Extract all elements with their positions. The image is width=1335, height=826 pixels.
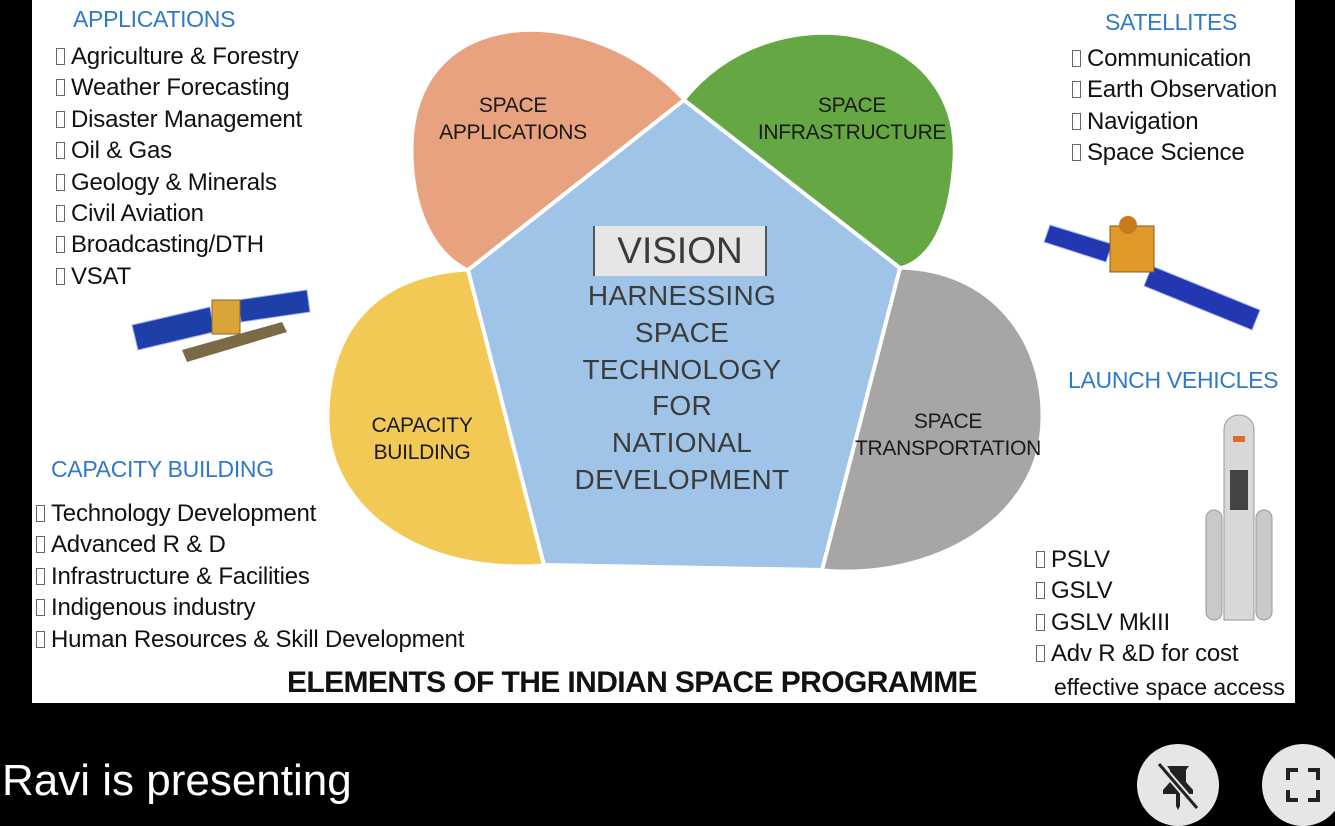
bullet-icon — [56, 48, 65, 65]
bullet-icon — [36, 567, 45, 585]
fullscreen-button[interactable] — [1262, 744, 1335, 826]
bullet-icon — [36, 505, 45, 522]
list-item: PSLV — [1036, 544, 1238, 575]
space-transportation-petal — [820, 266, 1044, 573]
satellite-illustration-left — [131, 289, 311, 362]
vision-diagram — [131, 28, 1273, 621]
list-item: Indigenous industry — [36, 592, 464, 623]
bullet-icon — [36, 630, 45, 648]
fullscreen-icon — [1286, 768, 1320, 802]
slide-title: ELEMENTS OF THE INDIAN SPACE PROGRAMME — [287, 666, 978, 699]
bullet-icon — [56, 236, 65, 254]
capacity-building-label: CAPACITY BUILDING — [371, 414, 473, 464]
launch-vehicles-list: PSLV GSLV GSLV MkIII Adv R &D for cost — [1036, 544, 1239, 670]
vision-statement: HARNESSING SPACE TECHNOLOGY FOR NATIONAL… — [574, 280, 790, 495]
presenter-status: Ravi is presenting — [2, 756, 352, 805]
bullet-icon — [1072, 50, 1081, 67]
list-item: Agriculture & Forestry — [56, 41, 302, 72]
bullet-icon — [56, 110, 65, 128]
launch-vehicles-continuation: effective space access — [1054, 674, 1285, 700]
list-item: Human Resources & Skill Development — [36, 624, 464, 655]
capacity-building-heading: CAPACITY BUILDING — [51, 456, 274, 482]
list-item: Civil Aviation — [56, 198, 302, 229]
list-item: Technology Development — [36, 498, 464, 529]
bullet-icon — [56, 79, 65, 97]
satellites-list: Communication Earth Observation Navigati… — [1072, 43, 1277, 169]
bullet-icon — [36, 599, 45, 617]
list-item: Communication — [1072, 43, 1277, 74]
unpin-button[interactable] — [1137, 744, 1219, 826]
list-item: Weather Forecasting — [56, 72, 302, 103]
list-item: Broadcasting/DTH — [56, 229, 302, 260]
bullet-icon — [1072, 112, 1081, 130]
bullet-icon — [1036, 551, 1045, 568]
vision-pentagon — [465, 97, 903, 573]
list-item: Disaster Management — [56, 104, 302, 135]
space-applications-label: SPACE APPLICATIONS — [439, 94, 587, 144]
rocket-illustration — [1205, 414, 1273, 621]
bullet-icon — [1072, 81, 1081, 99]
bullet-icon — [56, 173, 65, 191]
list-item: VSAT — [56, 261, 302, 292]
space-infrastructure-label: SPACE INFRASTRUCTURE — [757, 94, 947, 144]
bullet-icon — [36, 536, 45, 554]
list-item: Advanced R & D — [36, 529, 464, 560]
space-transportation-label: SPACE TRANSPORTATION — [855, 410, 1041, 460]
presentation-slide: APPLICATIONS Agriculture & Forestry Weat… — [32, 0, 1295, 703]
list-item: Geology & Minerals — [56, 167, 302, 198]
list-item: GSLV — [1036, 575, 1238, 606]
list-item: Earth Observation — [1072, 74, 1277, 105]
applications-list: Agriculture & Forestry Weather Forecasti… — [56, 41, 302, 292]
capacity-building-list: Technology Development Advanced R & D In… — [36, 498, 464, 655]
space-applications-petal — [410, 28, 687, 272]
list-item: Adv R &D for cost — [1036, 638, 1239, 669]
bullet-icon — [1036, 645, 1045, 663]
satellite-illustration-right — [1043, 216, 1261, 331]
bullet-icon — [56, 267, 65, 285]
bullet-icon — [1036, 613, 1045, 631]
list-item: Infrastructure & Facilities — [36, 561, 464, 592]
bullet-icon — [1036, 582, 1045, 600]
list-item: GSLV MkIII — [1036, 607, 1238, 638]
satellites-heading: SATELLITES — [1105, 9, 1238, 35]
unpin-icon — [1156, 761, 1200, 811]
applications-heading: APPLICATIONS — [73, 6, 236, 32]
bullet-icon — [56, 142, 65, 160]
launch-vehicles-heading: LAUNCH VEHICLES — [1068, 367, 1279, 393]
capacity-building-petal — [326, 268, 546, 568]
space-infrastructure-petal — [681, 31, 956, 270]
bullet-icon — [56, 205, 65, 223]
list-item: Navigation — [1072, 106, 1277, 137]
bullet-icon — [1072, 144, 1081, 162]
list-item: Space Science — [1072, 137, 1277, 168]
list-item: Oil & Gas — [56, 135, 302, 166]
vision-heading: VISION — [593, 226, 767, 276]
